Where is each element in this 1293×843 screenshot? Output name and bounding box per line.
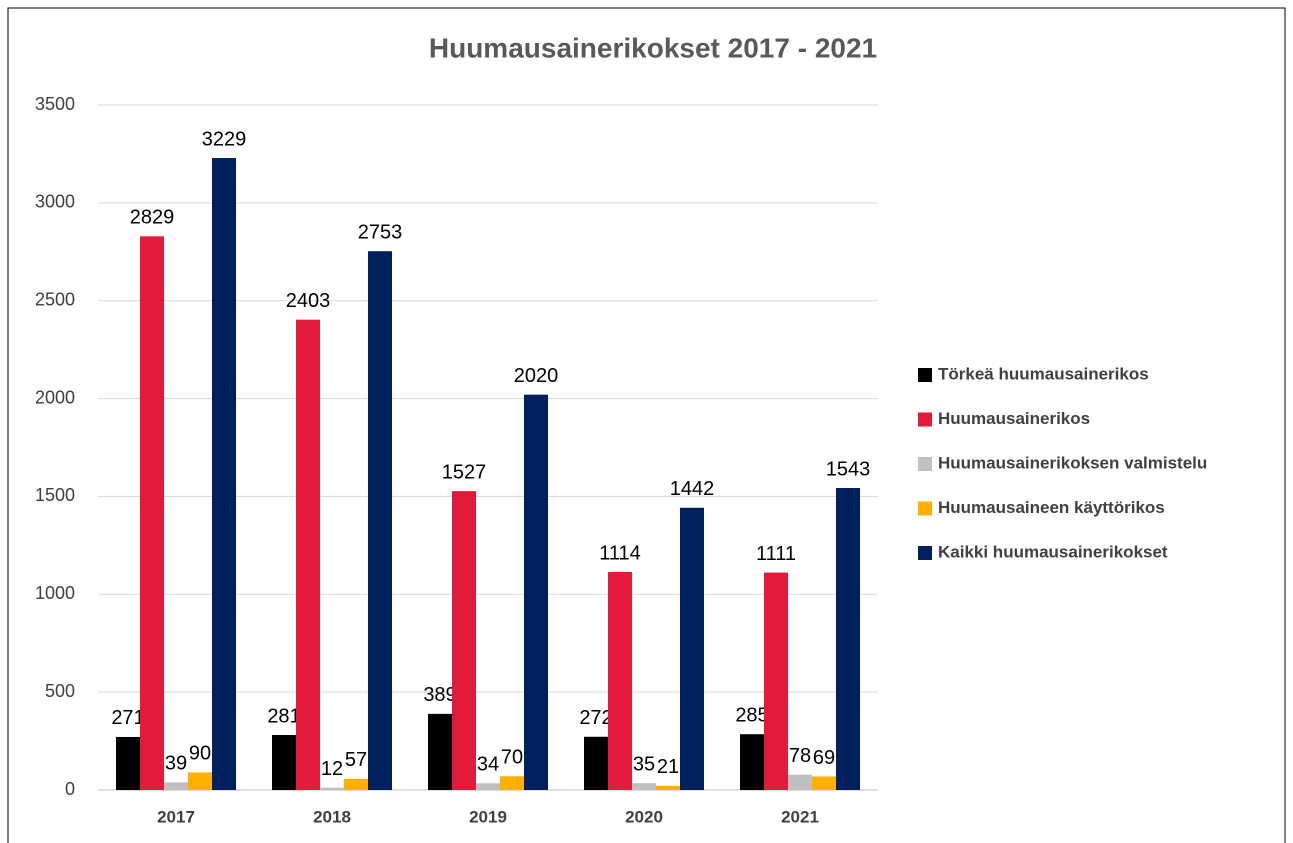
bar [116, 736, 140, 790]
x-tick-label: 2020 [625, 807, 663, 826]
bar [320, 787, 344, 790]
data-label: 1111 [756, 543, 796, 565]
bar [524, 394, 548, 790]
data-label: 12 [321, 758, 343, 780]
data-label: 39 [165, 753, 187, 775]
bar [368, 251, 392, 790]
x-tick-label: 2017 [157, 807, 195, 826]
data-label: 70 [501, 747, 523, 769]
bar [740, 734, 764, 790]
data-label: 1114 [599, 542, 641, 564]
bar [632, 783, 656, 790]
data-label: 2020 [514, 365, 559, 387]
chart-title: Huumausainerikokset 2017 - 2021 [429, 32, 877, 63]
x-tick-label: 2019 [469, 807, 507, 826]
y-tick-label: 1500 [35, 485, 75, 505]
bar [836, 488, 860, 790]
bar [212, 158, 236, 790]
bar [608, 571, 632, 790]
data-label: 57 [345, 749, 367, 771]
bar [344, 778, 368, 790]
bar [476, 783, 500, 790]
legend-swatch [918, 457, 932, 471]
data-label: 281 [267, 705, 300, 727]
legend-label: Huumausainerikoksen valmistelu [938, 453, 1207, 472]
bar [452, 491, 476, 790]
data-label: 3229 [202, 128, 247, 150]
y-tick-label: 1000 [35, 583, 75, 603]
bar [656, 785, 680, 790]
data-label: 271 [111, 707, 144, 729]
bar [500, 776, 524, 790]
bar [812, 776, 836, 790]
data-label: 389 [423, 684, 456, 706]
legend-swatch [918, 412, 932, 427]
legend-swatch [918, 501, 932, 516]
legend-label: Kaikki huumausainerikokset [938, 542, 1168, 561]
bar [428, 713, 452, 790]
bar [296, 319, 320, 790]
x-tick-label: 2021 [781, 807, 819, 826]
data-label: 2829 [130, 207, 175, 229]
bar [680, 507, 704, 790]
bar [788, 774, 812, 790]
x-tick-label: 2018 [313, 807, 351, 826]
y-tick-label: 2000 [35, 387, 75, 407]
data-label: 69 [813, 747, 835, 769]
data-label: 285 [735, 705, 768, 727]
y-tick-label: 3000 [35, 192, 75, 212]
bar [272, 735, 296, 790]
data-label: 1543 [826, 458, 871, 480]
legend-swatch [918, 546, 932, 560]
legend-label: Törkeä huumausainerikos [938, 364, 1149, 383]
y-tick-label: 500 [45, 681, 75, 701]
data-label: 272 [579, 707, 612, 729]
bar [188, 772, 212, 790]
y-tick-label: 3500 [35, 94, 75, 114]
data-label: 21 [657, 756, 679, 778]
data-label: 34 [477, 754, 499, 776]
chart-frame [7, 7, 1286, 843]
data-label: 35 [633, 753, 655, 775]
y-tick-label: 0 [65, 779, 75, 799]
data-label: 78 [789, 745, 811, 767]
legend-label: Huumausainerikos [938, 409, 1090, 428]
bar [164, 782, 188, 790]
legend-label: Huumausaineen käyttörikos [938, 498, 1165, 517]
data-label: 90 [189, 743, 211, 765]
data-label: 1527 [442, 461, 487, 483]
data-label: 2403 [286, 290, 331, 312]
bar [764, 572, 788, 790]
data-label: 1442 [670, 478, 715, 500]
y-tick-label: 2500 [35, 289, 75, 309]
legend-swatch [918, 368, 932, 382]
data-label: 2753 [358, 221, 403, 243]
bar [584, 736, 608, 790]
bar [140, 236, 164, 790]
